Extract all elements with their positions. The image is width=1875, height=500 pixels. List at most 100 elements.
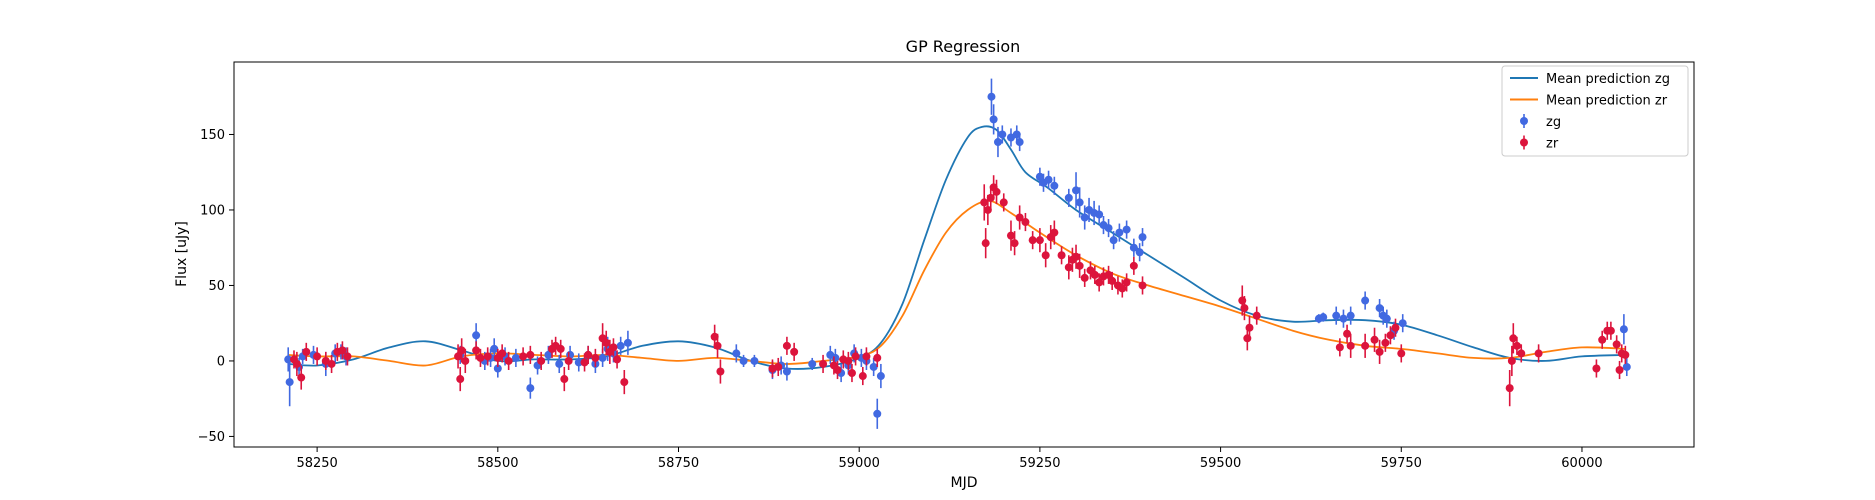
data-point	[739, 356, 748, 365]
chart-title: GP Regression	[906, 37, 1021, 56]
y-tick-label: 50	[208, 279, 225, 294]
data-point	[1021, 218, 1030, 227]
data-point	[1375, 347, 1384, 356]
data-point	[1397, 349, 1406, 358]
data-point	[1370, 335, 1379, 344]
legend-label: Mean prediction zr	[1546, 94, 1668, 109]
data-point	[981, 239, 990, 248]
x-axis-label: MJD	[951, 475, 978, 491]
data-point	[774, 362, 783, 371]
data-point	[1064, 193, 1073, 202]
data-point	[1115, 228, 1124, 237]
data-point	[292, 359, 301, 368]
data-point	[999, 198, 1008, 207]
data-point	[616, 341, 625, 350]
data-point	[873, 353, 882, 362]
data-point	[574, 358, 583, 367]
data-point	[1343, 329, 1352, 338]
data-point	[1080, 213, 1089, 222]
data-point	[526, 384, 535, 393]
data-point	[986, 193, 995, 202]
x-tick-label: 58500	[477, 456, 518, 471]
data-point	[1245, 323, 1254, 332]
data-point	[1104, 270, 1113, 279]
data-point	[456, 375, 465, 384]
data-point	[511, 353, 520, 362]
data-point	[819, 359, 828, 368]
legend-item: Mean prediction zr	[1510, 94, 1668, 109]
data-point	[297, 373, 306, 382]
data-point	[1346, 341, 1355, 350]
series-points-zg	[284, 78, 1631, 429]
data-point	[1517, 349, 1526, 358]
data-point	[1386, 331, 1395, 340]
data-point	[1080, 273, 1089, 282]
legend-box	[1501, 65, 1689, 157]
data-point	[1622, 362, 1631, 371]
data-point	[1041, 251, 1050, 260]
data-point	[1095, 210, 1104, 219]
data-point	[584, 350, 593, 359]
data-point	[1075, 261, 1084, 270]
data-point	[461, 356, 470, 365]
data-point	[1015, 213, 1024, 222]
data-point	[858, 372, 867, 381]
data-point	[613, 355, 622, 364]
data-point	[873, 409, 882, 418]
legend-label: Mean prediction zg	[1546, 72, 1670, 87]
data-point	[1512, 341, 1521, 350]
axes: 58250 58500 58750 59000 59250 59500 59750 60000…	[198, 128, 1603, 471]
series-points-zr	[289, 175, 1630, 407]
data-point	[851, 352, 860, 361]
data-point	[831, 353, 840, 362]
data-point	[1606, 326, 1615, 335]
data-point	[862, 352, 871, 361]
data-point	[1534, 349, 1543, 358]
legend-item: Mean prediction zg	[1510, 72, 1670, 87]
data-point	[1505, 384, 1514, 393]
data-point	[1044, 175, 1053, 184]
data-point	[869, 362, 878, 371]
data-point	[987, 92, 996, 101]
data-point	[1361, 341, 1370, 350]
data-point	[591, 353, 600, 362]
data-point	[1612, 340, 1621, 349]
data-point	[1095, 278, 1104, 287]
data-point	[556, 344, 565, 353]
data-point	[1138, 233, 1147, 242]
data-point	[302, 347, 311, 356]
data-point	[327, 359, 336, 368]
data-point	[1509, 334, 1518, 343]
data-point	[454, 352, 463, 361]
data-point	[544, 350, 553, 359]
data-point	[980, 198, 989, 207]
legend-marker-swatch	[1520, 138, 1528, 147]
data-point	[1118, 284, 1127, 293]
data-point	[1240, 304, 1249, 313]
data-point	[1381, 338, 1390, 347]
data-point	[1621, 350, 1630, 359]
data-point	[1075, 198, 1084, 207]
data-point	[992, 187, 1001, 196]
y-tick-label: 0	[217, 354, 225, 369]
data-point	[732, 349, 741, 358]
data-point	[1391, 323, 1400, 332]
data-point	[847, 369, 856, 378]
data-point	[476, 353, 485, 362]
legend-item: zr	[1520, 135, 1559, 152]
data-point	[1122, 225, 1131, 234]
data-point	[1010, 239, 1019, 248]
data-point	[580, 358, 589, 367]
data-point	[1129, 243, 1138, 252]
x-tick-label: 58750	[658, 456, 699, 471]
data-point	[1138, 281, 1147, 290]
data-point	[526, 350, 535, 359]
data-point	[1598, 335, 1607, 344]
data-point	[564, 356, 573, 365]
data-point	[1050, 181, 1059, 190]
data-point	[1104, 224, 1113, 233]
x-tick-label: 59500	[1200, 456, 1241, 471]
x-tick-label: 58250	[296, 456, 337, 471]
data-point	[472, 346, 481, 355]
data-point	[1339, 314, 1348, 323]
